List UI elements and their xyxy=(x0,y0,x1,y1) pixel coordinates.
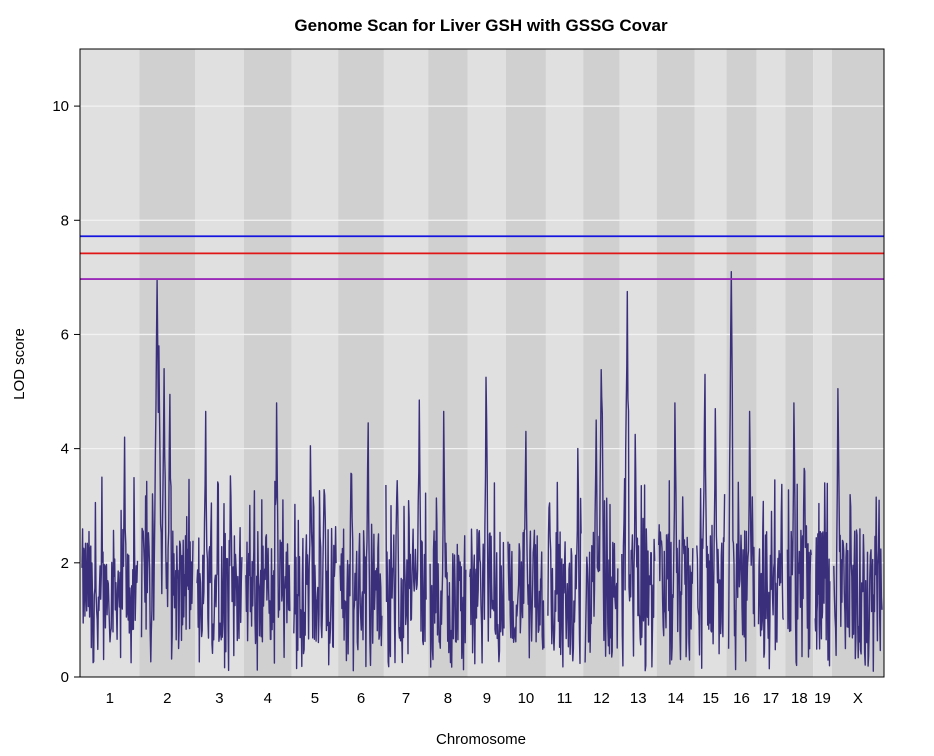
lod-trace-chr-X xyxy=(833,388,883,672)
lod-trace-chr-13 xyxy=(621,290,656,672)
lod-trace-chr-6 xyxy=(339,422,383,672)
y-axis-label: LOD score xyxy=(11,328,28,400)
x-axis-label: Chromosome xyxy=(436,731,526,748)
lod-trace-chr-1 xyxy=(81,436,139,664)
lod-trace-chr-5 xyxy=(293,445,337,670)
y-tick-label-4: 4 xyxy=(61,441,69,458)
x-tick-label-5: 5 xyxy=(311,690,319,707)
x-tick-label-13: 13 xyxy=(630,690,647,707)
lod-trace-chr-10 xyxy=(507,430,545,659)
x-tick-label-17: 17 xyxy=(763,690,780,707)
lod-trace-chr-12 xyxy=(584,369,619,663)
x-tick-label-15: 15 xyxy=(702,690,719,707)
x-tick-label-16: 16 xyxy=(733,690,750,707)
x-tick-label-7: 7 xyxy=(402,690,410,707)
lod-trace-chr-7 xyxy=(385,399,427,668)
x-tick-label-10: 10 xyxy=(518,690,535,707)
lod-trace-chr-17 xyxy=(757,479,785,670)
lod-trace-chr-19 xyxy=(814,482,831,667)
x-tick-label-1: 1 xyxy=(106,690,114,707)
x-tick-label-14: 14 xyxy=(667,690,684,707)
lod-trace-chr-11 xyxy=(547,447,582,668)
y-tick-label-0: 0 xyxy=(61,669,69,686)
lod-trace-chr-8 xyxy=(429,410,467,671)
x-tick-label-2: 2 xyxy=(163,690,171,707)
lod-trace-chr-2 xyxy=(140,279,194,663)
x-tick-label-8: 8 xyxy=(444,690,452,707)
y-tick-label-2: 2 xyxy=(61,555,69,572)
x-tick-label-12: 12 xyxy=(593,690,610,707)
lod-trace-chr-18 xyxy=(786,402,812,667)
x-tick-label-18: 18 xyxy=(791,690,808,707)
lod-trace-chr-14 xyxy=(658,402,694,665)
x-tick-label-19: 19 xyxy=(814,690,831,707)
lod-trace-chr-15 xyxy=(696,373,726,669)
y-tick-label-10: 10 xyxy=(52,98,69,115)
x-tick-label-4: 4 xyxy=(264,690,272,707)
lod-trace-chr-4 xyxy=(245,402,291,671)
lod-trace-chr-16 xyxy=(727,271,756,671)
lod-trace-chr-3 xyxy=(196,410,243,672)
x-tick-label-3: 3 xyxy=(215,690,223,707)
lod-trace-chr-9 xyxy=(469,376,505,665)
x-tick-label-9: 9 xyxy=(483,690,491,707)
x-tick-label-X: X xyxy=(853,690,863,707)
plot-frame xyxy=(79,48,885,678)
x-tick-label-6: 6 xyxy=(357,690,365,707)
chart-title: Genome Scan for Liver GSH with GSSG Cova… xyxy=(294,16,668,35)
x-tick-label-11: 11 xyxy=(557,690,573,707)
y-tick-label-6: 6 xyxy=(61,326,69,343)
y-tick-label-8: 8 xyxy=(61,212,69,229)
